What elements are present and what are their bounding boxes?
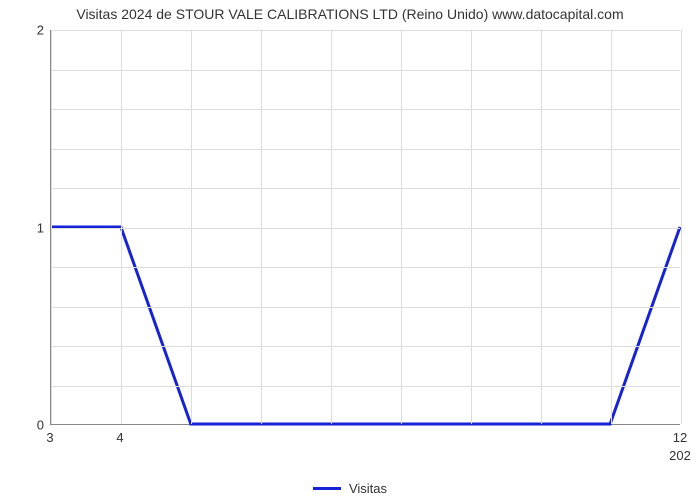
- gridline-vertical: [331, 30, 332, 424]
- gridline-vertical: [401, 30, 402, 424]
- gridline-vertical: [261, 30, 262, 424]
- chart-title: Visitas 2024 de STOUR VALE CALIBRATIONS …: [0, 6, 700, 22]
- gridline-horizontal: [51, 70, 680, 71]
- gridline-vertical: [681, 30, 682, 424]
- gridline-vertical: [611, 30, 612, 424]
- gridline-horizontal: [51, 386, 680, 387]
- gridline-horizontal: [51, 346, 680, 347]
- plot-area: [50, 30, 680, 425]
- y-axis-tick-label: 2: [37, 23, 44, 38]
- gridline-horizontal: [51, 267, 680, 268]
- gridline-vertical: [541, 30, 542, 424]
- chart-legend: Visitas: [0, 481, 700, 496]
- y-axis-tick-label: 0: [37, 418, 44, 433]
- gridline-horizontal: [51, 149, 680, 150]
- gridline-horizontal: [51, 228, 680, 229]
- gridline-horizontal: [51, 188, 680, 189]
- legend-swatch-icon: [313, 487, 341, 490]
- gridline-horizontal: [51, 307, 680, 308]
- gridline-vertical: [191, 30, 192, 424]
- x-axis-tick-label: 12: [673, 430, 687, 445]
- series-line: [51, 227, 680, 424]
- x-axis-sub-label: 202: [669, 448, 691, 463]
- legend-label: Visitas: [349, 481, 387, 496]
- gridline-vertical: [471, 30, 472, 424]
- gridline-vertical: [51, 30, 52, 424]
- x-axis-tick-label: 4: [116, 430, 123, 445]
- gridline-vertical: [121, 30, 122, 424]
- gridline-horizontal: [51, 30, 680, 31]
- chart-container: Visitas 2024 de STOUR VALE CALIBRATIONS …: [0, 0, 700, 500]
- x-axis-tick-label: 3: [46, 430, 53, 445]
- gridline-horizontal: [51, 109, 680, 110]
- y-axis-tick-label: 1: [37, 220, 44, 235]
